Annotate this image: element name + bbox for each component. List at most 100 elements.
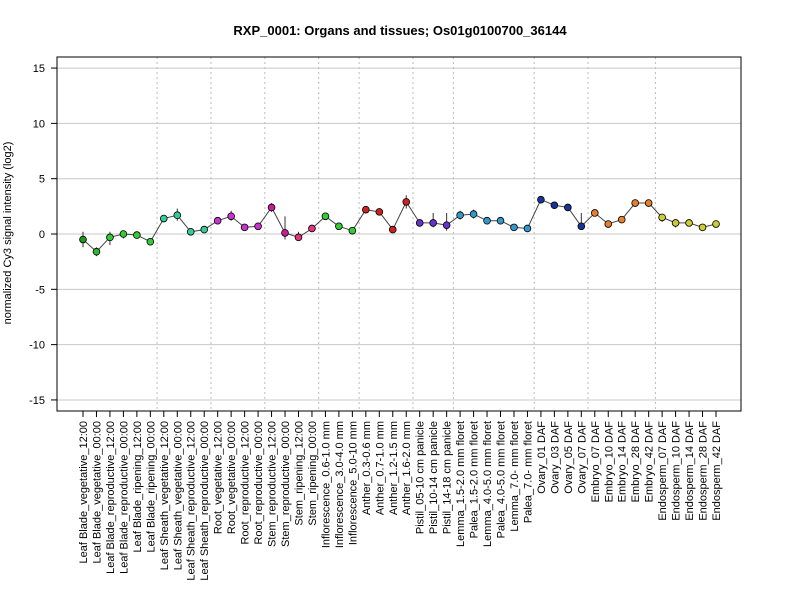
data-point [537, 195, 545, 204]
x-tick-label: Palea_7.0- mm floret [522, 421, 534, 523]
y-tick-label: -10 [29, 340, 45, 352]
data-point [294, 233, 303, 242]
x-tick-label: Endosperm_14 DAF [684, 421, 696, 521]
x-tick-label: Anther_1.2-1.5 mm [388, 421, 400, 515]
data-point [200, 225, 209, 234]
y-axis-label: normalized Cy3 signal intensity (log2) [2, 142, 14, 325]
data-point [415, 219, 424, 227]
data-point [631, 199, 639, 207]
data-point [402, 198, 411, 206]
x-tick-label: Embryo_07 DAF [590, 421, 602, 503]
data-point [146, 237, 155, 246]
data-point [604, 220, 613, 228]
x-tick-label: Root_reproductive_00:00 [253, 421, 265, 545]
x-tick-label: Inflorescence_3.0-4.0 mm [334, 421, 346, 548]
x-tick-label: Endosperm_07 DAF [657, 421, 669, 521]
x-tick-label: Leaf Blade_ripening_12:00 [132, 421, 144, 553]
data-point [644, 199, 653, 207]
y-tick-label: 15 [33, 63, 45, 75]
x-tick-label: Ovary_01 DAF [536, 421, 548, 494]
x-tick-label: Root_reproductive_12:00 [240, 421, 252, 545]
x-tick-label: Leaf Sheath_reproductive_00:00 [199, 421, 211, 581]
data-point [240, 223, 249, 232]
x-tick-label: Leaf Blade_reproductive_12:00 [105, 421, 117, 574]
data-point [79, 235, 87, 244]
y-tick-label: 5 [39, 174, 45, 186]
data-point [429, 219, 437, 227]
x-tick-label: Leaf Blade_ripening_00:00 [145, 421, 157, 553]
x-tick-label: Ovary_05 DAF [563, 421, 575, 494]
x-tick-label: Stem_reproductive_00:00 [280, 421, 292, 547]
y-tick-label: -5 [35, 284, 45, 296]
data-point [281, 229, 289, 237]
data-point [362, 205, 370, 214]
x-tick-label: Palea_1.5-2.0 mm floret [469, 421, 481, 538]
data-point [496, 216, 505, 225]
x-tick-label: Embryo_28 DAF [630, 421, 642, 503]
data-point [186, 227, 195, 236]
x-tick-label: Embryo_42 DAF [644, 421, 656, 503]
data-point [335, 222, 343, 231]
data-point [671, 219, 680, 227]
data-point [577, 222, 586, 231]
data-point [564, 203, 572, 212]
x-axis: Leaf Blade_vegetative_12:00 Leaf Blade_ve… [78, 411, 723, 581]
data-point [698, 223, 707, 232]
data-point [92, 247, 101, 256]
x-tick-label: Leaf Sheath_reproductive_12:00 [186, 421, 198, 581]
x-tick-label: Endosperm_42 DAF [711, 421, 723, 521]
error-bar-layer [82, 195, 717, 257]
data-point [133, 231, 141, 239]
data-point [254, 222, 262, 231]
data-point [267, 203, 276, 212]
group-separators [156, 57, 656, 411]
data-point-layer [79, 195, 720, 256]
data-point [119, 230, 128, 238]
y-axis: -15 -10 -5 0 5 10 15 [29, 63, 57, 407]
x-tick-label: Root_vegetative_12:00 [213, 421, 225, 534]
x-tick-label: Anther_0.3-0.6 mm [361, 421, 373, 515]
data-point [348, 226, 357, 235]
data-point [617, 215, 626, 224]
x-tick-label: Endosperm_28 DAF [698, 421, 710, 521]
data-point [375, 208, 384, 216]
chart-title: RXP_0001: Organs and tissues; Os01g01007… [233, 23, 567, 38]
data-point [160, 214, 168, 223]
data-point [456, 211, 464, 219]
data-point [308, 224, 316, 233]
data-point [442, 221, 451, 229]
x-tick-label: Pistil_10-14 cm panicle [428, 421, 440, 534]
data-point [510, 223, 518, 232]
x-tick-label: Embryo_14 DAF [617, 421, 629, 503]
data-point [658, 213, 666, 222]
data-point [213, 216, 222, 225]
data-point [321, 212, 330, 221]
x-tick-label: Embryo_10 DAF [603, 421, 615, 503]
x-tick-label: Stem_ripening_00:00 [307, 421, 319, 526]
x-tick-label: Lemma_4.0-5.0 mm floret [482, 421, 494, 547]
x-tick-label: Root_vegetative_00:00 [226, 421, 238, 534]
x-tick-label: Endosperm_10 DAF [671, 421, 683, 521]
x-tick-label: Inflorescence_5.0-10 mm [347, 421, 359, 545]
x-tick-label: Pistil_05-10 cm panicle [415, 421, 427, 534]
x-tick-label: Pistil_14-18 cm panicle [442, 421, 454, 534]
grid-layer [57, 67, 741, 401]
series-line-layer [82, 199, 717, 253]
data-point [712, 220, 720, 228]
data-point [685, 219, 693, 227]
series-line [82, 199, 717, 253]
data-point [469, 210, 478, 218]
x-tick-label: Lemma_1.5-2.0 mm floret [455, 421, 467, 547]
x-tick-label: Leaf Sheath_vegetative_12:00 [159, 421, 171, 570]
y-tick-label: 0 [39, 229, 45, 241]
x-tick-label: Lemma_7.0- mm floret [509, 421, 521, 532]
y-tick-label: -15 [29, 395, 45, 407]
x-tick-label: Stem_reproductive_12:00 [267, 421, 279, 547]
data-point [590, 209, 599, 217]
data-point [106, 233, 114, 242]
data-point [388, 225, 397, 234]
x-tick-label: Ovary_03 DAF [549, 421, 561, 494]
x-tick-label: Leaf Blade_vegetative_12:00 [78, 421, 90, 564]
x-tick-label: Ovary_07 DAF [576, 421, 588, 494]
